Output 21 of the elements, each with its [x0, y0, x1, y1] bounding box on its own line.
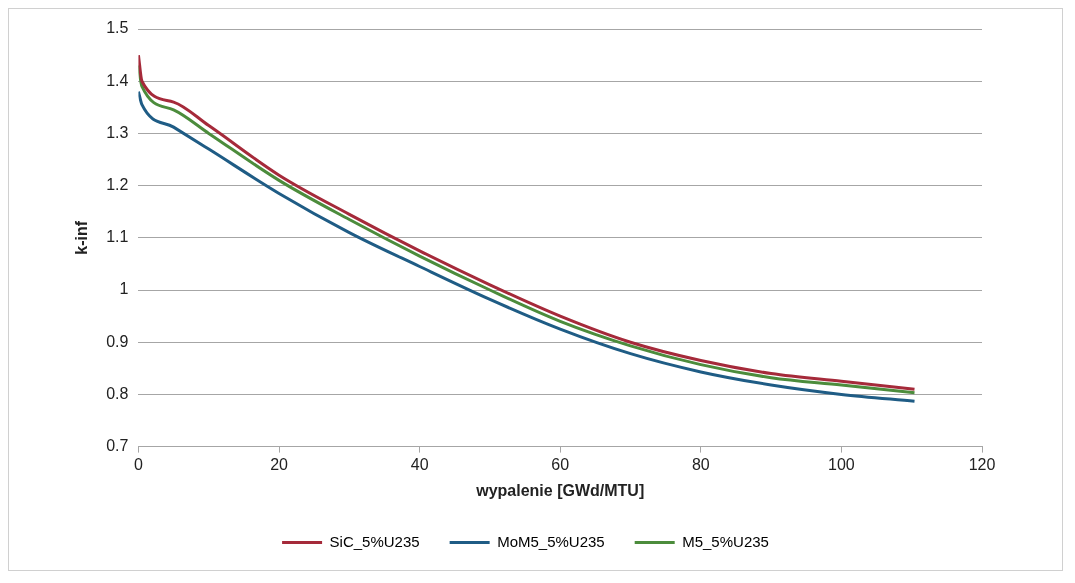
x-tick-label: 60 — [551, 455, 570, 473]
x-tick-label: 120 — [968, 455, 996, 473]
y-tick-label: 1.1 — [106, 228, 129, 246]
x-tick-label: 20 — [270, 455, 289, 473]
y-tick-label: 0.9 — [106, 332, 129, 350]
x-tick-label: 100 — [828, 455, 855, 473]
x-tick-label: 40 — [410, 455, 429, 473]
legend-label: SiC_5%U235 — [329, 532, 420, 550]
y-tick-label: 0.8 — [106, 384, 129, 402]
y-tick-label: 1.3 — [106, 123, 129, 141]
legend-label: M5_5%U235 — [682, 532, 769, 550]
y-tick-label: 1.4 — [106, 71, 129, 89]
y-axis-title: k-inf — [73, 220, 91, 255]
x-tick-label: 0 — [133, 455, 143, 473]
x-axis-title: wypalenie [GWd/MTU] — [475, 481, 645, 499]
y-tick-label: 1.5 — [106, 19, 129, 37]
y-tick-label: 1 — [119, 280, 129, 298]
y-tick-label: 1.2 — [106, 176, 129, 194]
x-tick-label: 80 — [691, 455, 710, 473]
legend-label: MoM5_5%U235 — [497, 532, 605, 550]
y-tick-label: 0.7 — [106, 437, 129, 455]
